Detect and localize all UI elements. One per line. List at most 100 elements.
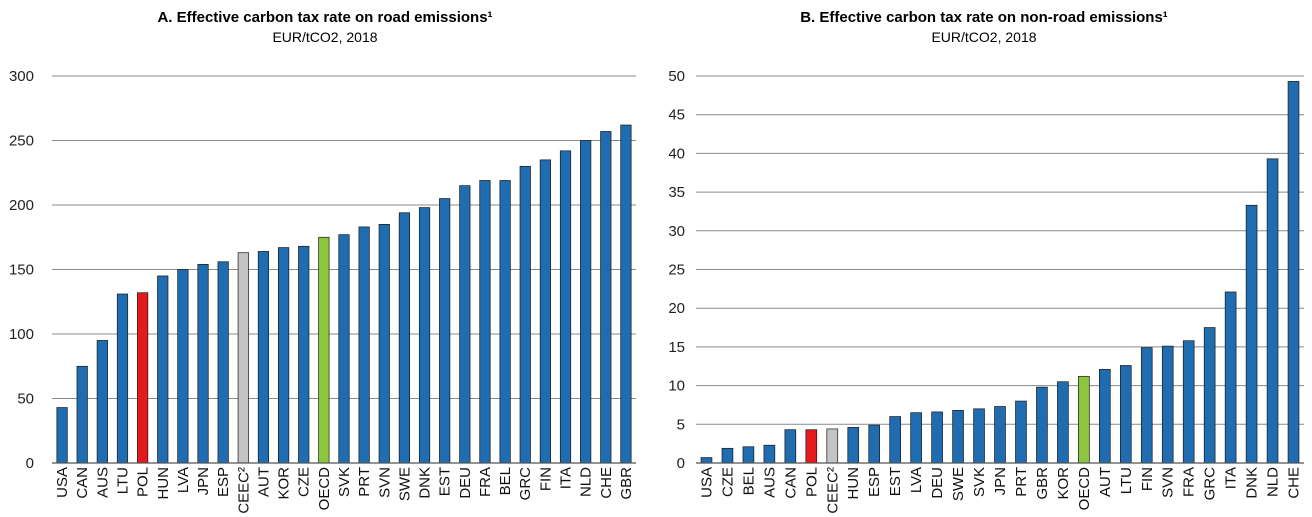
- bar-ita: [559, 150, 572, 464]
- bar-dnk: [418, 207, 431, 464]
- y-tick-label: 5: [677, 416, 685, 433]
- bar-che: [600, 131, 612, 464]
- x-tick-label: POL: [135, 467, 152, 497]
- bar-aut: [257, 251, 270, 464]
- bar-svk: [973, 408, 985, 464]
- x-tick-label: OECD: [316, 467, 333, 511]
- x-tick-label: AUT: [255, 467, 272, 497]
- x-tick-label: FIN: [1139, 467, 1156, 491]
- bar-bel: [742, 446, 755, 464]
- x-tick-label: EST: [887, 467, 904, 496]
- x-tick-label: HUN: [155, 467, 172, 500]
- bar-swe: [952, 410, 964, 464]
- x-tick-label: BEL: [740, 467, 757, 495]
- y-tick-label: 50: [668, 68, 685, 85]
- x-tick-label: GRC: [517, 467, 534, 501]
- x-tick-label: SVK: [336, 467, 353, 497]
- x-tick-label: CZE: [296, 467, 313, 497]
- y-tick-label: 35: [668, 184, 685, 201]
- bar-ltu: [116, 293, 129, 464]
- bar-chart-road: 0 50 100 150 200 250 300 USA CAN AUS LTU POL HUN LVA J…: [9, 68, 636, 514]
- x-tick-label: NLD: [578, 467, 595, 497]
- chart-panel-b: B. Effective carbon tax rate on non-road…: [656, 0, 1312, 517]
- x-tick-label: CHE: [598, 467, 615, 499]
- x-tick-label: FRA: [477, 467, 494, 497]
- x-tick-label: PRT: [356, 467, 373, 497]
- bar-ita: [1224, 291, 1237, 464]
- y-tick-label: 40: [668, 145, 685, 162]
- bar-fra: [1182, 340, 1195, 464]
- bar-lva: [910, 412, 922, 464]
- bar-kor: [1057, 381, 1069, 464]
- x-tick-label: OECD: [1076, 467, 1093, 511]
- x-tick-label: CZE: [719, 467, 736, 497]
- x-tick-label: LVA: [908, 467, 925, 493]
- x-tick-label: JPN: [195, 467, 212, 495]
- bar-svk: [338, 234, 350, 464]
- y-tick-label: 250: [9, 133, 34, 150]
- bar-usa: [56, 407, 68, 464]
- x-tick-label: GBR: [1034, 467, 1051, 500]
- chart-subtitle-b: EUR/tCO2, 2018: [931, 29, 1037, 45]
- x-tick-label: KOR: [276, 467, 293, 500]
- x-tick-label: LVA: [175, 467, 192, 493]
- y-tick-label: 100: [9, 326, 34, 343]
- bar-deu: [459, 185, 471, 464]
- x-tick-label: CAN: [782, 467, 799, 499]
- bar-fin: [1140, 347, 1153, 464]
- bar-grc: [519, 165, 531, 464]
- x-tick-label: NLD: [1265, 467, 1282, 497]
- bar-swe: [398, 212, 410, 464]
- bar-aus: [96, 340, 108, 464]
- y-tick-label: 0: [26, 455, 34, 472]
- bar-kor: [278, 247, 290, 464]
- x-tick-label: SWE: [396, 467, 413, 501]
- x-tick-label: LTU: [1118, 467, 1135, 494]
- y-tick-label: 300: [9, 68, 34, 85]
- bar-jpn: [994, 406, 1006, 464]
- bar-usa: [700, 457, 713, 464]
- bar-fin: [539, 159, 551, 464]
- y-tick-label: 20: [668, 300, 685, 317]
- x-tick-label: CEEC²: [824, 467, 841, 514]
- x-tick-label: CHE: [1286, 467, 1303, 499]
- bar-gbr: [1036, 386, 1048, 464]
- x-tick-label: DEU: [457, 467, 474, 499]
- x-tick-label: FRA: [1181, 467, 1198, 497]
- x-tick-label: USA: [698, 467, 715, 498]
- bar-grc: [1203, 327, 1216, 464]
- x-tick-label: AUT: [1097, 467, 1114, 497]
- y-tick-label: 50: [17, 391, 34, 408]
- bar-ltu: [1119, 365, 1132, 464]
- x-tick-label: DNK: [417, 467, 434, 499]
- bar-svn: [1161, 345, 1174, 464]
- bar-pol: [805, 429, 818, 464]
- y-tick-label: 30: [668, 223, 685, 240]
- x-tick-label: LTU: [114, 467, 131, 494]
- bar-nld: [580, 140, 592, 464]
- chart-panel-a: A. Effective carbon tax rate on road emi…: [0, 0, 650, 517]
- bar-jpn: [197, 263, 209, 464]
- x-tick-label: AUS: [94, 467, 111, 498]
- bar-aut: [1099, 368, 1111, 464]
- bar-dnk: [1245, 204, 1258, 464]
- x-tick-label: CAN: [74, 467, 91, 499]
- x-tick-label: GBR: [618, 467, 635, 500]
- bar-esp: [217, 261, 229, 464]
- bar-hun: [157, 275, 169, 464]
- x-tick-label: DEU: [929, 467, 946, 499]
- x-tick-label: ITA: [558, 467, 575, 489]
- bar-can: [784, 429, 797, 464]
- bar-est: [439, 198, 451, 464]
- y-tick-label: 15: [668, 339, 685, 356]
- x-tick-label: ESP: [215, 467, 232, 497]
- x-tick-label: BEL: [497, 467, 514, 495]
- bar-ceec: [826, 428, 839, 464]
- bar-chart-non-road: 0 5 10 15 20 25 30 35 40 45 50 USA CZE BEL AUS CAN POL CE…: [668, 68, 1304, 514]
- x-tick-label: SVK: [971, 467, 988, 497]
- chart-title-a: A. Effective carbon tax rate on road emi…: [157, 9, 493, 26]
- x-tick-label: SWE: [950, 467, 967, 501]
- bar-fra: [479, 180, 491, 464]
- x-tick-label: GRC: [1202, 467, 1219, 501]
- x-tick-label: ITA: [1223, 467, 1240, 489]
